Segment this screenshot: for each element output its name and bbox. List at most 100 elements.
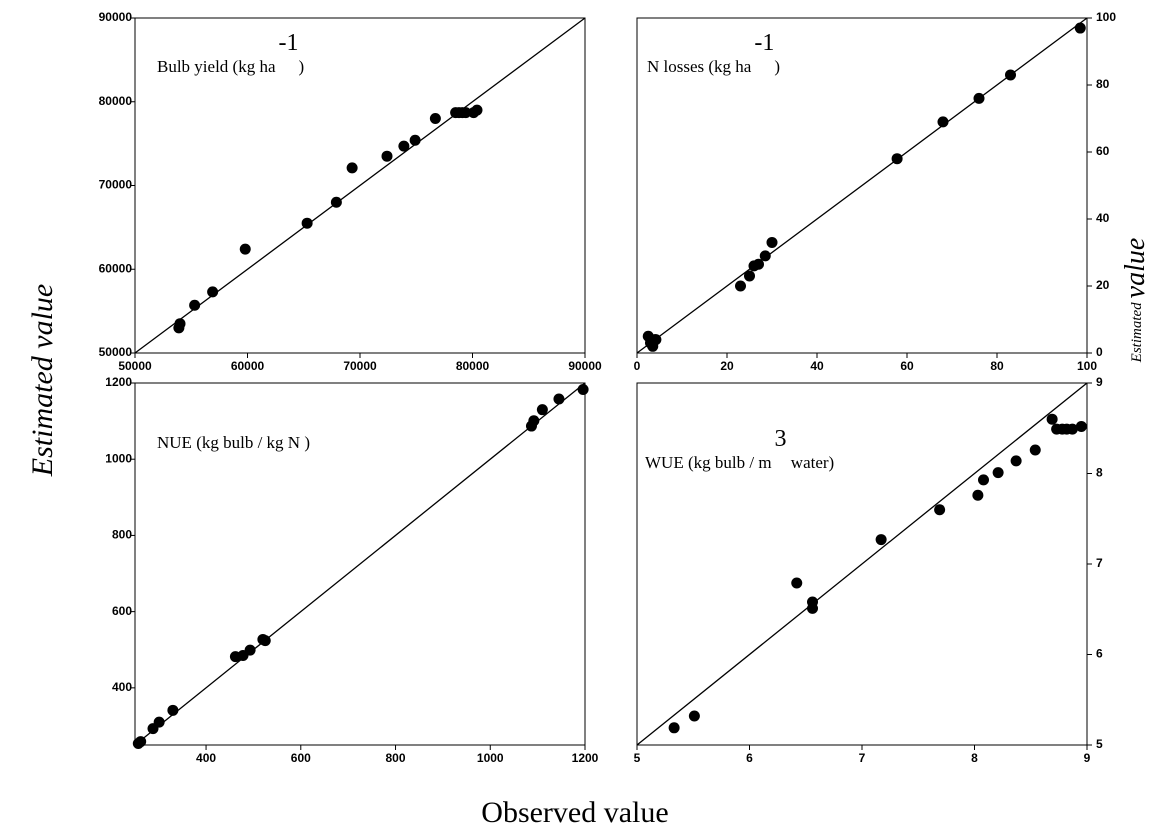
data-point [153,716,165,728]
data-point [189,299,201,311]
data-point [807,602,818,614]
data-point [429,113,441,124]
x-tick-label: 5 [634,751,641,765]
data-point [688,710,700,722]
data-point [259,635,271,647]
panel-title-part: NUE (kg bulb / kg N ) [157,433,310,452]
panel-title: WUE (kg bulb / m3 water) [645,426,834,472]
data-point [207,286,219,298]
x-tick-label: 1200 [572,751,599,765]
data-point [471,104,483,116]
panel-title-part: 3 [775,426,787,452]
panel-title-part: -1 [754,30,774,56]
x-tick-label: 60000 [231,359,265,373]
data-point [398,140,410,152]
y2-axis-label-part: value [1120,238,1150,299]
plot-frame [636,17,1088,354]
panel-title-part: water) [787,453,835,472]
data-point [934,504,946,516]
data-point [1046,413,1058,425]
data-point [460,107,472,119]
data-point [1029,444,1041,456]
x-tick-label: 6 [746,751,753,765]
one-to-one-line [636,382,1088,746]
y-tick-label: 70000 [99,178,133,192]
data-point [528,415,540,427]
data-point [744,270,755,282]
data-point [553,393,565,405]
y-tick-label: 80000 [99,94,133,108]
y-tick-label: 50000 [99,345,133,359]
data-point [759,250,771,262]
y-tick-label: 1000 [105,451,132,465]
data-point [650,334,662,346]
data-point [891,153,903,165]
y-tick-label: 0 [1096,345,1103,359]
plot-frame [134,382,586,746]
data-point [735,280,746,292]
x-tick-label: 40 [810,359,824,373]
data-point [992,467,1004,479]
data-point [330,196,342,208]
panel-title-part: WUE (kg bulb / m [645,453,772,472]
data-point [409,134,421,146]
x-tick-label: 80 [990,359,1004,373]
panel-title: NUE (kg bulb / kg N ) [157,433,310,452]
x-axis-label: Observed value [481,796,668,829]
x-tick-label: 400 [196,751,216,765]
panel-title-part: Bulb yield (kg ha [157,57,276,76]
panel: 50000 60000 70000 80000 90000 50000 60000 70000… [99,10,602,373]
one-to-one-line [134,17,586,354]
data-point [1066,423,1078,435]
x-tick-label: 60 [900,359,914,373]
panel-title-part: ) [774,57,780,76]
data-point [174,318,186,330]
x-tick-label: 7 [859,751,866,765]
y-tick-label: 8 [1096,466,1103,480]
panel: 400 600 800 1000 1200 400 600 800 1000 1200 NUE (k… [105,375,598,765]
panel-title-part: ) [299,57,305,76]
x-tick-label: 0 [634,359,641,373]
data-point [875,534,887,546]
y-tick-label: 400 [112,680,132,694]
x-tick-label: 80000 [456,359,490,373]
y-tick-label: 60 [1096,144,1110,158]
data-point [301,217,313,229]
y-tick-label: 600 [112,604,132,618]
y2-axis-label: Estimated value [1120,238,1150,364]
data-point [668,722,680,734]
y-tick-label: 800 [112,528,132,542]
data-point [577,383,589,395]
data-point [972,489,984,501]
data-point [766,236,778,248]
x-tick-label: 9 [1084,751,1091,765]
data-point [791,577,803,589]
one-to-one-line [134,382,586,746]
y-tick-label: 90000 [99,10,133,24]
y-tick-label: 5 [1096,737,1103,751]
y2-axis-label-part: Estimated [1129,302,1145,363]
y-tick-label: 20 [1096,278,1110,292]
data-point [239,243,251,255]
data-point [135,736,147,748]
y-tick-label: 9 [1096,375,1103,389]
data-point [346,162,358,174]
panel-title: Bulb yield (kg ha-1) [157,30,304,76]
y-tick-label: 6 [1096,647,1103,661]
data-point [1075,420,1087,432]
x-tick-label: 20 [720,359,734,373]
y-tick-label: 40 [1096,211,1110,225]
panel-title-part: N losses (kg ha [647,57,752,76]
y-tick-label: 1200 [105,375,132,389]
data-point [973,92,985,104]
data-point [937,116,949,128]
data-point [1005,69,1016,81]
panel-title-part: -1 [279,30,299,56]
data-point [1010,455,1022,467]
x-tick-label: 90000 [568,359,602,373]
x-tick-label: 600 [291,751,311,765]
x-tick-label: 8 [971,751,978,765]
data-point [536,404,548,416]
